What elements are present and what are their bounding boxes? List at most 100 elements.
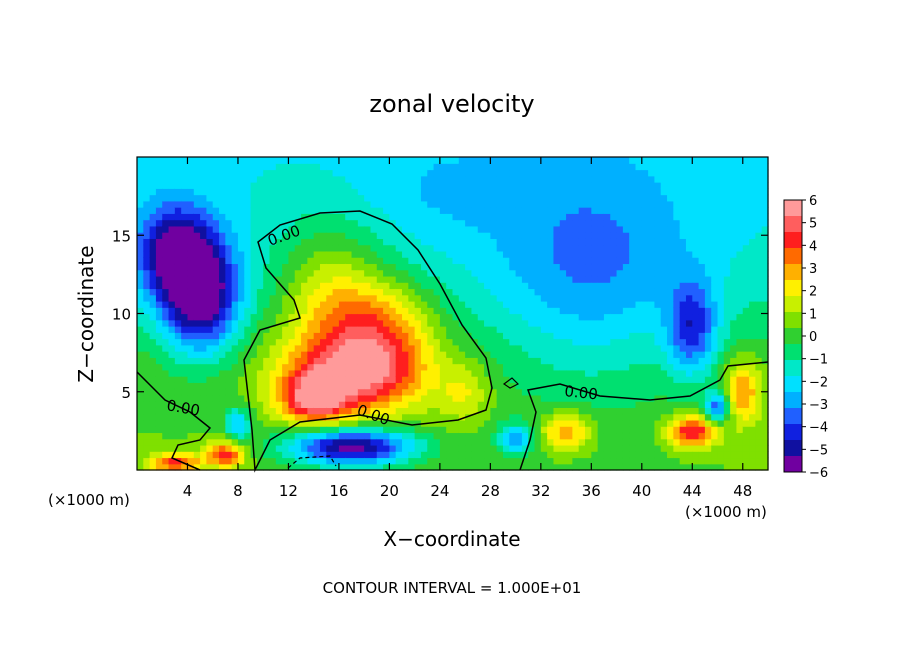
heatmap-cell bbox=[206, 282, 214, 290]
heatmap-cell bbox=[301, 382, 308, 390]
heatmap-cell bbox=[395, 369, 403, 377]
heatmap-cell bbox=[622, 307, 630, 315]
heatmap-cell bbox=[641, 376, 649, 383]
heatmap-cell bbox=[149, 219, 157, 227]
heatmap-cell bbox=[187, 207, 195, 214]
heatmap-cell bbox=[370, 388, 378, 396]
heatmap-cell bbox=[420, 413, 428, 421]
heatmap-cell bbox=[755, 369, 763, 377]
heatmap-cell bbox=[534, 332, 542, 340]
heatmap-cell bbox=[547, 363, 555, 371]
heatmap-cell bbox=[370, 319, 378, 327]
heatmap-cell bbox=[673, 363, 681, 371]
heatmap-cell bbox=[755, 300, 763, 308]
heatmap-cell bbox=[137, 451, 144, 459]
heatmap-cell bbox=[528, 288, 536, 296]
heatmap-cell bbox=[376, 250, 384, 258]
heatmap-cell bbox=[420, 263, 428, 271]
heatmap-cell bbox=[402, 426, 409, 434]
heatmap-cell bbox=[704, 225, 712, 233]
heatmap-cell bbox=[370, 444, 378, 452]
heatmap-cell bbox=[383, 332, 390, 340]
heatmap-cell bbox=[326, 444, 334, 452]
heatmap-cell bbox=[540, 175, 548, 183]
heatmap-cell bbox=[502, 463, 510, 471]
heatmap-cell bbox=[641, 326, 649, 333]
heatmap-cell bbox=[465, 207, 473, 214]
heatmap-cell bbox=[244, 207, 252, 214]
heatmap-cell bbox=[319, 263, 327, 271]
heatmap-cell bbox=[629, 207, 637, 214]
heatmap-cell bbox=[414, 250, 422, 258]
heatmap-cell bbox=[591, 332, 599, 340]
heatmap-cell bbox=[629, 300, 637, 308]
heatmap-cell bbox=[641, 213, 649, 221]
heatmap-cell bbox=[313, 332, 321, 340]
heatmap-cell bbox=[660, 326, 668, 333]
heatmap-cell bbox=[301, 250, 308, 258]
heatmap-cell bbox=[275, 319, 283, 327]
heatmap-cell bbox=[490, 394, 498, 402]
heatmap-cell bbox=[143, 307, 151, 315]
heatmap-cell bbox=[477, 369, 485, 377]
heatmap-cell bbox=[616, 282, 624, 290]
heatmap-cell bbox=[572, 388, 580, 396]
heatmap-cell bbox=[673, 344, 681, 352]
heatmap-cell bbox=[193, 338, 201, 346]
heatmap-cell bbox=[433, 332, 441, 340]
heatmap-cell bbox=[502, 182, 510, 189]
heatmap-cell bbox=[206, 232, 214, 239]
heatmap-cell bbox=[193, 438, 201, 446]
heatmap-cell bbox=[275, 238, 283, 246]
heatmap-cell bbox=[326, 182, 334, 189]
heatmap-cell bbox=[269, 300, 277, 308]
heatmap-cell bbox=[282, 369, 290, 377]
heatmap-cell bbox=[667, 213, 674, 221]
heatmap-cell bbox=[439, 332, 447, 340]
heatmap-cell bbox=[143, 426, 151, 434]
heatmap-cell bbox=[219, 376, 226, 383]
heatmap-cell bbox=[484, 263, 491, 271]
heatmap-cell bbox=[515, 194, 523, 202]
heatmap-cell bbox=[484, 225, 491, 233]
heatmap-cell bbox=[376, 282, 384, 290]
heatmap-cell bbox=[275, 413, 283, 421]
heatmap-cell bbox=[427, 344, 435, 352]
heatmap-cell bbox=[351, 319, 359, 327]
heatmap-cell bbox=[477, 463, 485, 471]
heatmap-cell bbox=[193, 313, 201, 321]
heatmap-cell bbox=[692, 451, 700, 459]
heatmap-cell bbox=[244, 175, 252, 183]
heatmap-cell bbox=[515, 382, 523, 390]
heatmap-cell bbox=[395, 200, 403, 208]
heatmap-cell bbox=[755, 319, 763, 327]
heatmap-cell bbox=[187, 244, 195, 252]
heatmap-cell bbox=[143, 194, 151, 202]
heatmap-cell bbox=[408, 344, 416, 352]
heatmap-cell bbox=[389, 175, 397, 183]
heatmap-cell bbox=[231, 338, 239, 346]
heatmap-cell bbox=[433, 463, 441, 471]
heatmap-cell bbox=[162, 394, 170, 402]
heatmap-cell bbox=[376, 463, 384, 471]
heatmap-cell bbox=[307, 357, 315, 365]
heatmap-cell bbox=[673, 401, 681, 408]
heatmap-cell bbox=[679, 438, 687, 446]
heatmap-cell bbox=[679, 163, 687, 171]
heatmap-cell bbox=[338, 238, 346, 246]
heatmap-cell bbox=[667, 388, 674, 396]
heatmap-cell bbox=[237, 257, 245, 265]
heatmap-cell bbox=[679, 426, 687, 434]
heatmap-cell bbox=[730, 175, 738, 183]
heatmap-cell bbox=[250, 419, 258, 427]
heatmap-cell bbox=[408, 388, 416, 396]
heatmap-cell bbox=[395, 401, 403, 408]
heatmap-cell bbox=[439, 326, 447, 333]
heatmap-cell bbox=[370, 269, 378, 277]
heatmap-cell bbox=[225, 444, 233, 452]
heatmap-cell bbox=[648, 426, 656, 434]
heatmap-cell bbox=[231, 413, 239, 421]
heatmap-cell bbox=[717, 344, 725, 352]
heatmap-cell bbox=[357, 257, 365, 265]
heatmap-cell bbox=[610, 182, 618, 189]
